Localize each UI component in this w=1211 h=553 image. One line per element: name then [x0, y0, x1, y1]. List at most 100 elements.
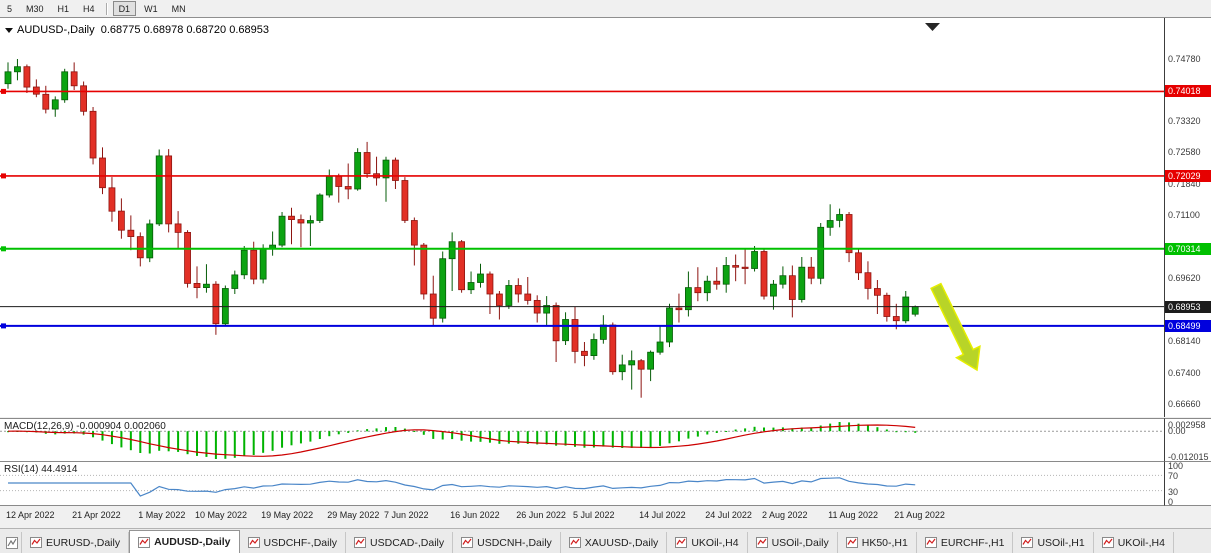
symbol-name: AUDUSD-,Daily	[17, 24, 95, 36]
candle	[23, 64, 31, 93]
chart-shift-marker[interactable]	[925, 23, 940, 31]
tab-label: USOil-,H1	[1037, 536, 1085, 549]
price-level-label: 0.74018	[1165, 85, 1211, 98]
candle	[174, 211, 182, 250]
date-label: 26 Jun 2022	[516, 510, 566, 520]
candle	[514, 278, 522, 303]
candle	[751, 246, 758, 272]
candle	[911, 305, 919, 317]
candle	[703, 275, 711, 302]
chart-tab-eurusd-daily[interactable]: EURUSD-,Daily	[22, 532, 130, 553]
chart-tab-usoil-h1[interactable]: USOil-,H1	[1013, 532, 1094, 553]
timeframe-5-button[interactable]: 5	[1, 1, 18, 16]
candle	[722, 257, 730, 293]
rsi-canvas	[0, 474, 1164, 497]
down-arrow-annotation[interactable]	[930, 282, 981, 372]
price-scale-label: 0.73320	[1168, 116, 1201, 127]
chart-tab-usdchf-daily[interactable]: USDCHF-,Daily	[239, 532, 347, 553]
tab-label: HK50-,H1	[861, 536, 908, 549]
timeframe-d1-button[interactable]: D1	[112, 1, 137, 16]
candle	[80, 81, 87, 116]
candle	[647, 350, 654, 382]
candle	[221, 285, 229, 326]
chart-tab-hk50-h1[interactable]: HK50-,H1	[837, 532, 917, 553]
line-handle[interactable]	[1, 88, 6, 94]
charts-list-icon[interactable]	[2, 532, 22, 553]
candle	[269, 231, 277, 256]
tab-label: UKOil-,H4	[1117, 536, 1165, 549]
chart-tab-audusd-daily[interactable]: AUDUSD-,Daily	[129, 530, 240, 553]
chart-tab-usdcnh-daily[interactable]: USDCNH-,Daily	[453, 532, 561, 553]
candle	[448, 232, 456, 291]
candle	[401, 177, 409, 223]
chart-tab-xauusd-daily[interactable]: XAUUSD-,Daily	[560, 532, 668, 553]
date-axis[interactable]: 12 Apr 2022 21 Apr 2022 1 May 2022 10 May 2…	[0, 506, 1211, 528]
candle	[439, 251, 447, 323]
main-chart-pane[interactable]: AUDUSD-,Daily 0.68775 0.68978 0.68720 0.…	[0, 18, 1164, 417]
timeframe-h4-button[interactable]: H4	[77, 1, 101, 16]
candle	[70, 62, 78, 90]
chart-tab-icon	[354, 537, 367, 548]
price-axis[interactable]: 0.74780 0.73320 0.72580 0.71840 0.71100 0.696…	[1164, 18, 1211, 417]
rsi-axis: 100 70 30 0	[1164, 461, 1211, 507]
chart-tab-icon	[675, 537, 688, 548]
candle	[807, 257, 815, 285]
rsi-scale-label: 100	[1168, 461, 1184, 471]
candle	[108, 177, 116, 222]
timeframe-mn-button[interactable]: MN	[166, 1, 192, 16]
timeframe-w1-button[interactable]: W1	[138, 1, 164, 16]
chart-title: AUDUSD-,Daily 0.68775 0.68978 0.68720 0.…	[5, 24, 269, 36]
candle	[495, 291, 503, 320]
macd-signal-line	[7, 424, 916, 457]
chart-tab-ukoil-h4[interactable]: UKOil-,H4	[667, 532, 748, 553]
candle	[89, 107, 97, 165]
line-handle[interactable]	[1, 246, 6, 252]
chart-tab-ukoil-h4[interactable]: UKOil-,H4	[1093, 532, 1174, 553]
candle	[363, 141, 371, 178]
candle	[203, 264, 210, 293]
candle	[118, 198, 125, 239]
candle	[694, 267, 702, 302]
candle	[32, 79, 40, 98]
price-scale-label: 0.72580	[1168, 147, 1201, 158]
timeframe-h1-button[interactable]: H1	[52, 1, 76, 16]
macd-histogram	[7, 422, 917, 459]
line-handle[interactable]	[1, 323, 6, 329]
macd-scale-label: -0.012015	[1168, 452, 1209, 462]
candle	[410, 217, 418, 266]
chart-tab-icon	[755, 537, 768, 548]
chart-tab-icon	[247, 537, 260, 548]
candle	[354, 148, 362, 191]
candle	[392, 157, 399, 189]
chart-tab-icon	[845, 537, 858, 548]
tab-label: USDCNH-,Daily	[477, 536, 552, 549]
date-label: 16 Jun 2022	[450, 510, 500, 520]
symbol-dropdown-icon[interactable]	[5, 28, 13, 33]
tab-label: USOil-,Daily	[771, 536, 829, 549]
macd-indicator-pane[interactable]: MACD(12,26,9) -0.000904 0.002060	[0, 418, 1164, 462]
price-level-label: 0.68499	[1165, 319, 1211, 332]
candle	[855, 248, 862, 280]
candle	[581, 342, 588, 367]
date-label: 7 Jun 2022	[384, 510, 429, 520]
candle	[590, 333, 598, 360]
candle	[618, 354, 626, 381]
tab-label: EURUSD-,Daily	[46, 536, 121, 549]
rsi-indicator-pane[interactable]: RSI(14) 44.4914	[0, 462, 1164, 506]
chart-tab-usdcad-daily[interactable]: USDCAD-,Daily	[346, 532, 454, 553]
chart-tab-icon	[461, 537, 474, 548]
candle	[656, 325, 664, 355]
candle	[836, 208, 843, 228]
candle	[628, 350, 636, 390]
candlestick-chart-canvas[interactable]	[0, 18, 1164, 417]
chart-tab-eurchf-h1[interactable]: EURCHF-,H1	[916, 532, 1014, 553]
timeframe-m30-button[interactable]: M30	[20, 1, 50, 16]
chart-tab-usoil-daily[interactable]: USOil-,Daily	[747, 532, 838, 553]
candle	[817, 223, 825, 285]
candle	[713, 267, 721, 290]
candle	[61, 68, 69, 103]
line-handle[interactable]	[1, 173, 6, 179]
candle	[316, 193, 324, 223]
date-label: 21 Apr 2022	[72, 510, 121, 520]
chart-tab-bar: EURUSD-,Daily AUDUSD-,Daily USDCHF-,Daily U…	[0, 528, 1211, 553]
